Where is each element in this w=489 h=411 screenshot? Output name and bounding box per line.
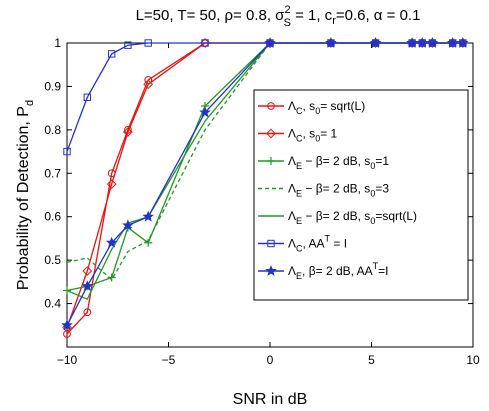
- data-point: [264, 36, 276, 48]
- legend-marker: [267, 239, 275, 248]
- legend-marker: [267, 157, 275, 165]
- legend-label: ΛE, β= 2 dB, AAT=I: [288, 261, 389, 281]
- y-axis-label-main: Probability of Detection, P: [15, 106, 32, 290]
- legend-entry-3: ΛE − β= 2 dB, s0=3: [258, 182, 389, 199]
- data-point: [107, 50, 116, 58]
- legend-entry-6: ΛE, β= 2 dB, AAT=I: [258, 261, 389, 281]
- legend-entry-5: ΛC, AAT = I: [258, 234, 347, 254]
- data-point: [446, 36, 459, 48]
- data-point: [426, 36, 439, 48]
- data-point: [83, 93, 91, 101]
- legend-marker: [266, 128, 276, 139]
- data-point: [63, 330, 71, 338]
- series-6: [61, 36, 469, 331]
- y-tick-label: 0.5: [44, 253, 61, 267]
- axis-ticks: −10 −5 0 5 10 0.4 0.5 0.6 0.7 0.8 0.9 1: [44, 36, 480, 367]
- title-sub2: r: [332, 15, 336, 27]
- legend-label: ΛC, s0= sqrt(L): [288, 99, 365, 116]
- chart-title: L=50, T= 50, ρ= 0.8, σ2 S = 1, cr=0.6, α …: [136, 4, 421, 29]
- data-point: [199, 106, 211, 118]
- y-tick-label: 0.4: [44, 297, 61, 311]
- y-tick-label: 0.9: [44, 79, 61, 93]
- legend-label: ΛE − β= 2 dB, s0=sqrt(L): [288, 209, 417, 226]
- data-point: [62, 322, 72, 333]
- y-tick-label: 0.7: [44, 166, 61, 180]
- data-point: [81, 280, 94, 292]
- data-point: [369, 36, 382, 48]
- data-point: [105, 236, 118, 248]
- data-point: [122, 127, 133, 137]
- title-sub: S: [284, 17, 291, 29]
- data-point: [416, 36, 428, 48]
- data-point: [124, 41, 132, 49]
- legend-label: ΛE − β= 2 dB, s0=3: [288, 182, 389, 199]
- legend-label: ΛC, s0= 1: [288, 127, 338, 144]
- x-axis-label: SNR in dB: [233, 391, 308, 408]
- data-point: [406, 36, 418, 48]
- legend-entry-4: ΛE − β= 2 dB, s0=sqrt(L): [258, 209, 417, 226]
- data-point: [63, 147, 71, 156]
- x-tick-label: 10: [466, 353, 480, 367]
- x-tick-label: −5: [162, 353, 176, 367]
- y-axis-label-sub: d: [24, 100, 36, 106]
- series-layer: [61, 36, 469, 338]
- data-point: [144, 39, 152, 47]
- data-point: [61, 319, 73, 331]
- data-point: [325, 36, 337, 48]
- svg-text:Probability of Detection, Pd: Probability of Detection, Pd: [15, 100, 36, 290]
- data-point: [144, 76, 153, 84]
- y-tick-label: 1: [54, 36, 61, 50]
- data-point: [201, 39, 209, 47]
- legend-entry-0: ΛC, s0= sqrt(L): [258, 99, 365, 116]
- title-main: L=50, T= 50, ρ= 0.8, σ: [136, 7, 286, 24]
- data-point: [83, 308, 92, 317]
- data-point: [143, 79, 154, 90]
- data-point: [122, 219, 134, 231]
- title-rest: = 1, c: [291, 7, 333, 24]
- legend-entry-1: ΛC, s0= 1: [258, 127, 338, 144]
- legend-label: ΛC, AAT = I: [288, 234, 347, 254]
- legend-box: [253, 89, 469, 301]
- legend-marker: [265, 264, 277, 276]
- y-tick-label: 0.6: [44, 210, 61, 224]
- legend-entry-2: ΛE − β= 2 dB, s0=1: [258, 154, 389, 171]
- data-point: [106, 179, 117, 190]
- x-tick-label: 0: [267, 353, 274, 367]
- title-end: =0.6, α = 0.1: [336, 7, 421, 24]
- x-tick-label: 5: [368, 353, 375, 367]
- legend-marker: [267, 102, 275, 110]
- data-point: [144, 238, 153, 247]
- y-axis-label: Probability of Detection, Pd: [15, 100, 36, 290]
- data-point: [82, 266, 93, 276]
- y-tick-label: 0.8: [44, 123, 61, 137]
- legend-label: ΛE − β= 2 dB, s0=1: [288, 154, 389, 171]
- title-sup: 2: [284, 4, 290, 16]
- x-tick-label: −10: [57, 353, 78, 367]
- data-point: [142, 210, 154, 222]
- svg-text:L=50, T= 50, ρ= 0.8, σ2S = 1,: L=50, T= 50, ρ= 0.8, σ2 S = 1, cr=0.6, α …: [136, 4, 421, 29]
- data-point: [457, 36, 469, 48]
- legend: ΛC, s0= sqrt(L) ΛC, s0= 1 ΛE − β= 2 dB, s0…: [253, 89, 469, 301]
